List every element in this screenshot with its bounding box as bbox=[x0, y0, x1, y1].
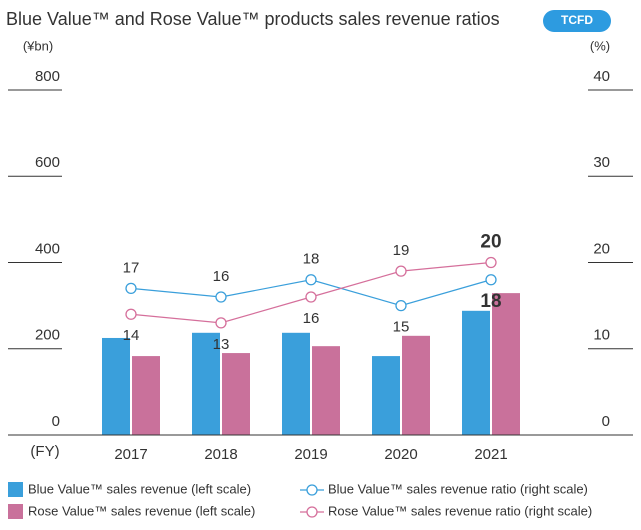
y-axis-label: (¥bn) bbox=[23, 38, 53, 53]
line-point bbox=[485, 256, 497, 269]
legend-label: Blue Value™ sales revenue ratio (right s… bbox=[328, 481, 588, 496]
data-label: 16 bbox=[303, 310, 320, 327]
y-tick-label: 200 bbox=[35, 327, 60, 344]
badge-text: TCFD bbox=[561, 13, 593, 27]
bar bbox=[132, 356, 160, 435]
y2-tick-label: 0 bbox=[602, 413, 610, 430]
bar bbox=[372, 356, 400, 435]
legend-marker bbox=[306, 484, 318, 496]
data-label: 15 bbox=[393, 319, 410, 336]
data-label: 14 bbox=[123, 327, 140, 344]
bar bbox=[282, 332, 310, 435]
y-tick-label: 400 bbox=[35, 240, 60, 257]
legend-label: Rose Value™ sales revenue (left scale) bbox=[28, 503, 255, 518]
bar bbox=[312, 346, 340, 435]
x-tick-label: 2019 bbox=[294, 446, 327, 463]
badge bbox=[543, 10, 611, 32]
line-point bbox=[215, 317, 227, 329]
x-axis-label: (FY) bbox=[30, 443, 59, 460]
data-label: 19 bbox=[393, 242, 410, 259]
y2-tick-label: 30 bbox=[593, 154, 610, 171]
y-tick-label: 600 bbox=[35, 154, 60, 171]
data-label: 20 bbox=[480, 232, 501, 253]
y-tick-label: 0 bbox=[52, 413, 60, 430]
x-tick-label: 2017 bbox=[114, 446, 147, 463]
line-point bbox=[395, 299, 407, 312]
bar bbox=[102, 337, 130, 435]
legend-marker bbox=[306, 506, 318, 518]
data-label: 13 bbox=[213, 336, 230, 353]
data-label: 18 bbox=[303, 251, 320, 268]
y2-tick-label: 20 bbox=[593, 240, 610, 257]
line-point bbox=[305, 274, 317, 286]
y2-tick-label: 10 bbox=[593, 327, 610, 344]
line-point bbox=[395, 265, 407, 277]
data-label: 17 bbox=[123, 259, 140, 276]
legend-swatch bbox=[8, 482, 23, 497]
chart-title: Blue Value™ and Rose Value™ products sal… bbox=[6, 9, 500, 29]
legend-label: Blue Value™ sales revenue (left scale) bbox=[28, 481, 251, 496]
legend-swatch bbox=[8, 504, 23, 519]
x-tick-label: 2018 bbox=[204, 446, 237, 463]
legend-label: Rose Value™ sales revenue ratio (right s… bbox=[328, 503, 592, 518]
y-tick-label: 800 bbox=[35, 68, 60, 85]
x-tick-label: 2021 bbox=[474, 446, 507, 463]
line-point bbox=[215, 291, 227, 303]
line-point bbox=[305, 291, 317, 303]
line-point bbox=[485, 274, 497, 286]
bar bbox=[222, 353, 250, 435]
line-point bbox=[125, 282, 137, 295]
bar bbox=[462, 310, 490, 435]
y2-tick-label: 40 bbox=[593, 68, 610, 85]
bar bbox=[192, 332, 220, 435]
data-label: 18 bbox=[480, 291, 501, 312]
bar bbox=[492, 293, 520, 435]
x-tick-label: 2020 bbox=[384, 446, 417, 463]
bar bbox=[402, 335, 430, 435]
line-point bbox=[125, 308, 137, 320]
y2-axis-label: (%) bbox=[590, 38, 610, 53]
data-label: 16 bbox=[213, 268, 230, 285]
